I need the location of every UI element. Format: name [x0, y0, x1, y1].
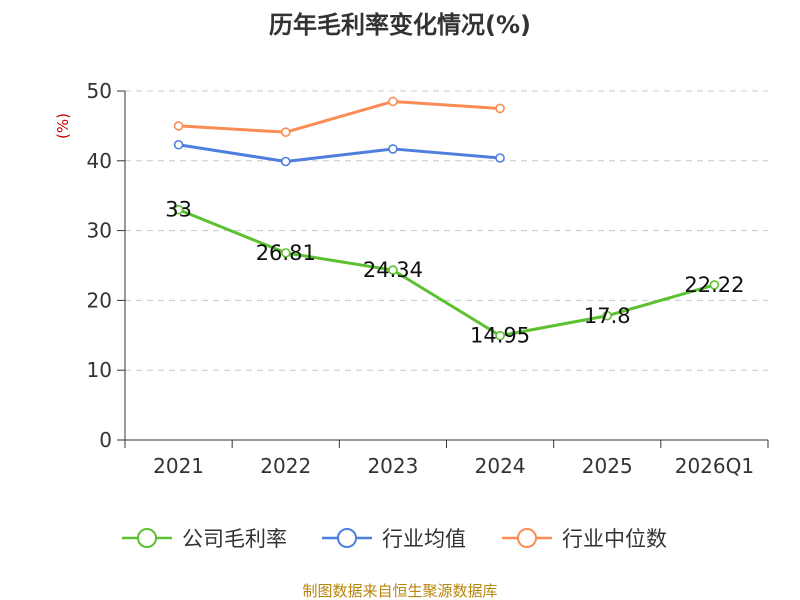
x-tick-label: 2025: [582, 454, 633, 478]
y-axis-unit: (%): [54, 113, 72, 139]
chart-title: 历年毛利率变化情况(%): [269, 11, 531, 39]
data-point: [280, 127, 291, 137]
y-tick-label: 40: [87, 149, 112, 173]
y-tick-label: 10: [87, 358, 112, 382]
grid-lines: [125, 90, 768, 371]
x-tick-label: 2024: [475, 454, 526, 478]
data-point: [495, 330, 505, 341]
data-point: [495, 153, 505, 163]
legend-label: 行业中位数: [562, 527, 667, 551]
y-tick-label: 20: [87, 288, 112, 312]
x-tick-label: 2022: [260, 454, 311, 478]
data-point: [173, 204, 184, 215]
legend-label: 公司毛利率: [182, 527, 287, 551]
data-point: [495, 103, 505, 114]
series-line: [178, 99, 501, 134]
source-note: 制图数据来自恒生聚源数据库: [302, 582, 497, 600]
x-tick-label: 2026Q1: [675, 454, 754, 478]
data-point: [280, 156, 291, 167]
data-label: 17.8: [584, 304, 631, 328]
legend-marker: [517, 528, 537, 548]
series-line: [178, 143, 501, 163]
legend-label: 行业均值: [382, 527, 466, 551]
data-point: [709, 280, 720, 290]
data-point: [173, 139, 184, 150]
data-point: [388, 265, 398, 275]
legend: 公司毛利率 行业均值 行业中位数: [122, 527, 667, 551]
data-point: [388, 96, 398, 107]
data-point: [280, 248, 291, 258]
axes: 0 10 20 30 40 50 2021 2022 2023 2024 2025 2026Q1: [87, 79, 769, 478]
data-point: [602, 310, 613, 321]
series-line: [178, 208, 715, 338]
y-tick-label: 30: [87, 219, 112, 243]
data-label: 24.34: [363, 258, 423, 282]
data-label: 22.22: [684, 273, 744, 297]
y-tick-label: 50: [87, 79, 112, 103]
data-point: [173, 121, 184, 131]
data-point: [388, 144, 398, 154]
legend-marker: [137, 528, 157, 548]
series-layer: [173, 96, 720, 341]
x-tick-label: 2023: [367, 454, 418, 478]
x-tick-label: 2021: [153, 454, 204, 478]
data-labels: 33 26.81 24.34 14.95 17.8 22.22: [165, 198, 744, 348]
data-label: 14.95: [470, 324, 530, 348]
y-tick-label: 0: [99, 428, 112, 452]
data-label: 33: [165, 198, 192, 222]
legend-marker: [337, 528, 357, 548]
data-label: 26.81: [256, 241, 316, 265]
